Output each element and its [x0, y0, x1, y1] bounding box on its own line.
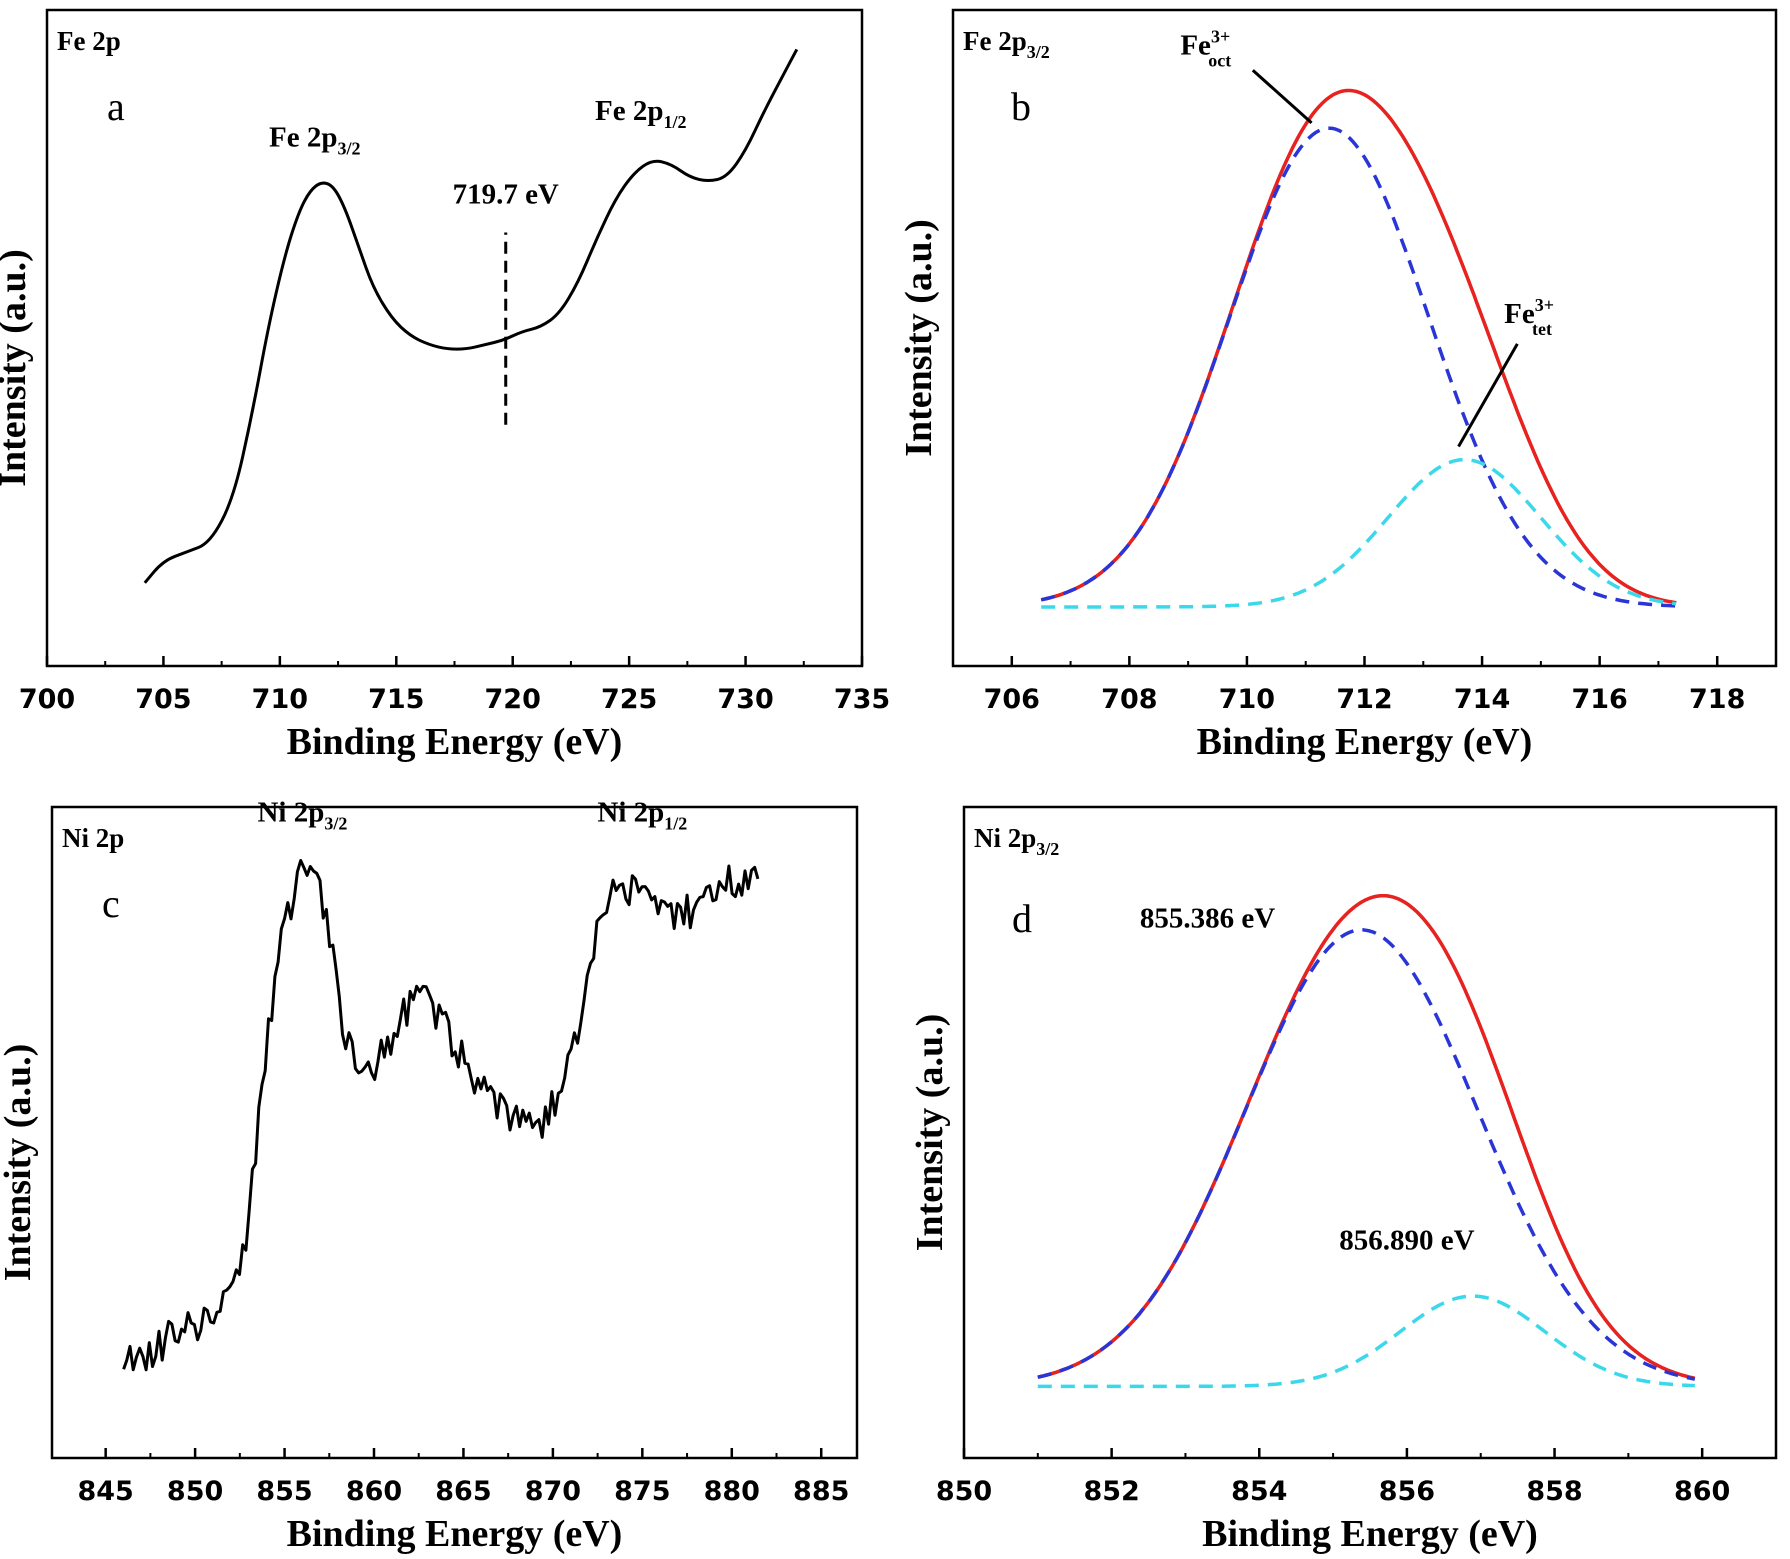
annotation-subscript: 1/2	[664, 112, 687, 132]
x-tick-label: 705	[135, 684, 191, 715]
annotation-label: Fe3+ oct	[1180, 26, 1231, 70]
plot-frame	[962, 805, 1778, 1460]
panel-title: Fe 2p3/2	[963, 26, 1050, 62]
panel-c: 845 850 855 860 865 870 875 880 885 Binding Energ…	[0, 796, 859, 1555]
series-component2-line	[1041, 457, 1677, 609]
x-tick-label: 870	[525, 1476, 581, 1507]
panel-letter: b	[1011, 84, 1031, 129]
panel-a: 700 705 710 715 720 725 730 735 Binding Energy (…	[0, 8, 890, 763]
x-tick-label: 714	[1454, 684, 1510, 715]
panel-title-text: Ni 2p	[974, 823, 1036, 853]
annotation-text: Fe 2p	[595, 95, 663, 127]
panel-b: 706 708 710 712 714 716 718 Binding Energy (eV)…	[898, 8, 1778, 763]
panel-title-text: Fe 2p	[963, 26, 1027, 56]
annotation-leader-line	[1457, 343, 1519, 448]
annotation-label: Fe3+ tet	[1504, 295, 1554, 339]
panel-title: Ni 2p3/2	[974, 823, 1059, 859]
x-tick-label: 855	[256, 1476, 312, 1507]
x-tick-label: 710	[1219, 684, 1275, 715]
annotation-text: Ni 2p	[257, 796, 324, 828]
x-tick-label: 730	[717, 684, 773, 715]
x-axis-title: Binding Energy (eV)	[1197, 721, 1533, 763]
x-tick-label: 735	[834, 684, 890, 715]
x-tick-label: 706	[984, 684, 1040, 715]
annotation-leader-line	[1251, 69, 1313, 125]
annotation-subscript: 1/2	[664, 813, 687, 833]
annotation-superscript: 3+	[1211, 26, 1230, 46]
x-tick-label: 845	[77, 1476, 133, 1507]
panel-title-subscript: 3/2	[1036, 839, 1059, 859]
x-tick-label: 865	[435, 1476, 491, 1507]
x-tick-label: 854	[1231, 1476, 1287, 1507]
x-tick-label: 875	[614, 1476, 670, 1507]
panel-letter: a	[107, 84, 125, 129]
annotation-label: Fe 2p3/2	[269, 121, 360, 158]
annotation-text: Fe	[1180, 29, 1211, 61]
x-tick-label: 725	[601, 684, 657, 715]
x-tick-label: 852	[1083, 1476, 1139, 1507]
x-tick-label: 710	[252, 684, 308, 715]
annotation-superscript: 3+	[1535, 295, 1554, 315]
annotation-subscript: 3/2	[338, 138, 361, 158]
annotation-label: Ni 2p1/2	[597, 796, 687, 833]
x-tick-label: 715	[368, 684, 424, 715]
annotation-label: 856.890 eV	[1339, 1225, 1474, 1257]
y-axis-title: Intensity (a.u.)	[909, 1014, 951, 1252]
panel-letter: c	[102, 881, 120, 926]
annotation-label: 855.386 eV	[1140, 902, 1275, 934]
panel-letter: d	[1012, 896, 1032, 941]
annotation-label: Fe 2p1/2	[595, 95, 686, 132]
panel-title-subscript: 3/2	[1027, 42, 1050, 62]
x-axis-title: Binding Energy (eV)	[1202, 1513, 1538, 1555]
x-tick-label: 700	[19, 684, 75, 715]
series-total-line	[122, 859, 760, 1372]
x-axis-title: Binding Energy (eV)	[287, 721, 623, 763]
panel-title-text: Ni 2p	[62, 823, 124, 853]
annotation-text: Fe 2p	[269, 121, 337, 153]
annotation-text: 855.386 eV	[1140, 902, 1275, 934]
panel-title: Fe 2p	[57, 26, 121, 56]
panel-d: 850 852 854 856 858 860 Binding Energy (eV) Int…	[909, 805, 1778, 1555]
y-axis-title: Intensity (a.u.)	[898, 219, 940, 457]
x-tick-label: 850	[936, 1476, 992, 1507]
series-total-line	[143, 48, 799, 584]
x-tick-label: 716	[1571, 684, 1627, 715]
x-tick-label: 720	[485, 684, 541, 715]
annotation-text: 719.7 eV	[453, 179, 559, 211]
plot-frame	[50, 805, 859, 1460]
annotation-text: 856.890 eV	[1339, 1225, 1474, 1257]
x-tick-label: 708	[1101, 684, 1157, 715]
annotation-subscript: oct	[1208, 50, 1231, 70]
series-component2-line	[1037, 1294, 1695, 1389]
annotation-label: 719.7 eV	[453, 179, 559, 211]
x-tick-label: 856	[1379, 1476, 1435, 1507]
annotation-label: Ni 2p3/2	[257, 796, 347, 833]
y-axis-title: Intensity (a.u.)	[0, 249, 34, 487]
series-envelope-line	[1037, 893, 1696, 1381]
panel-title-text: Fe 2p	[57, 26, 121, 56]
annotation-subscript: 3/2	[324, 813, 347, 833]
x-axis-title: Binding Energy (eV)	[287, 1513, 623, 1555]
y-axis-title: Intensity (a.u.)	[0, 1044, 39, 1282]
x-tick-label: 712	[1336, 684, 1392, 715]
x-tick-label: 860	[1674, 1476, 1730, 1507]
panel-title: Ni 2p	[62, 823, 124, 853]
x-tick-label: 850	[167, 1476, 223, 1507]
series-component1-line	[1037, 928, 1696, 1381]
annotation-text: Ni 2p	[597, 796, 664, 828]
annotation-text: Fe	[1504, 298, 1535, 330]
x-tick-label: 880	[704, 1476, 760, 1507]
x-tick-label: 860	[346, 1476, 402, 1507]
x-tick-label: 885	[793, 1476, 849, 1507]
annotation-subscript: tet	[1532, 319, 1552, 339]
series-component1-line	[1040, 126, 1677, 608]
x-tick-label: 718	[1689, 684, 1745, 715]
x-tick-label: 858	[1526, 1476, 1582, 1507]
